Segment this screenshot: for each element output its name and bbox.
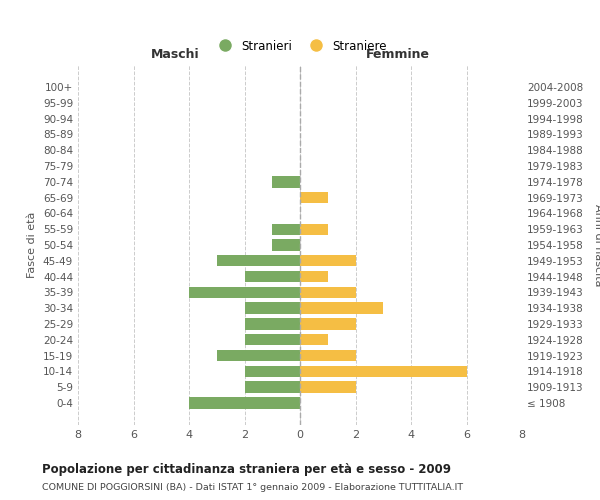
Legend: Stranieri, Straniere: Stranieri, Straniere <box>208 35 392 58</box>
Y-axis label: Anni di nascita: Anni di nascita <box>593 204 600 286</box>
Bar <box>300 192 328 203</box>
Bar <box>245 302 300 314</box>
Text: Femmine: Femmine <box>365 48 430 62</box>
Bar <box>272 176 300 188</box>
Bar <box>189 398 300 408</box>
Bar <box>300 224 328 235</box>
Text: Popolazione per cittadinanza straniera per età e sesso - 2009: Popolazione per cittadinanza straniera p… <box>42 462 451 475</box>
Bar <box>272 240 300 250</box>
Bar <box>245 366 300 377</box>
Bar <box>245 334 300 345</box>
Bar <box>300 382 355 393</box>
Bar <box>245 318 300 330</box>
Bar <box>245 271 300 282</box>
Bar <box>217 350 300 362</box>
Bar <box>300 366 467 377</box>
Text: COMUNE DI POGGIORSINI (BA) - Dati ISTAT 1° gennaio 2009 - Elaborazione TUTTITALI: COMUNE DI POGGIORSINI (BA) - Dati ISTAT … <box>42 484 463 492</box>
Bar <box>300 286 355 298</box>
Bar <box>272 224 300 235</box>
Bar <box>300 318 355 330</box>
Bar <box>300 302 383 314</box>
Text: Maschi: Maschi <box>151 48 200 62</box>
Bar <box>245 382 300 393</box>
Bar <box>300 334 328 345</box>
Bar <box>300 350 355 362</box>
Bar <box>300 255 355 266</box>
Y-axis label: Fasce di età: Fasce di età <box>28 212 37 278</box>
Bar <box>217 255 300 266</box>
Bar <box>300 271 328 282</box>
Bar <box>189 286 300 298</box>
